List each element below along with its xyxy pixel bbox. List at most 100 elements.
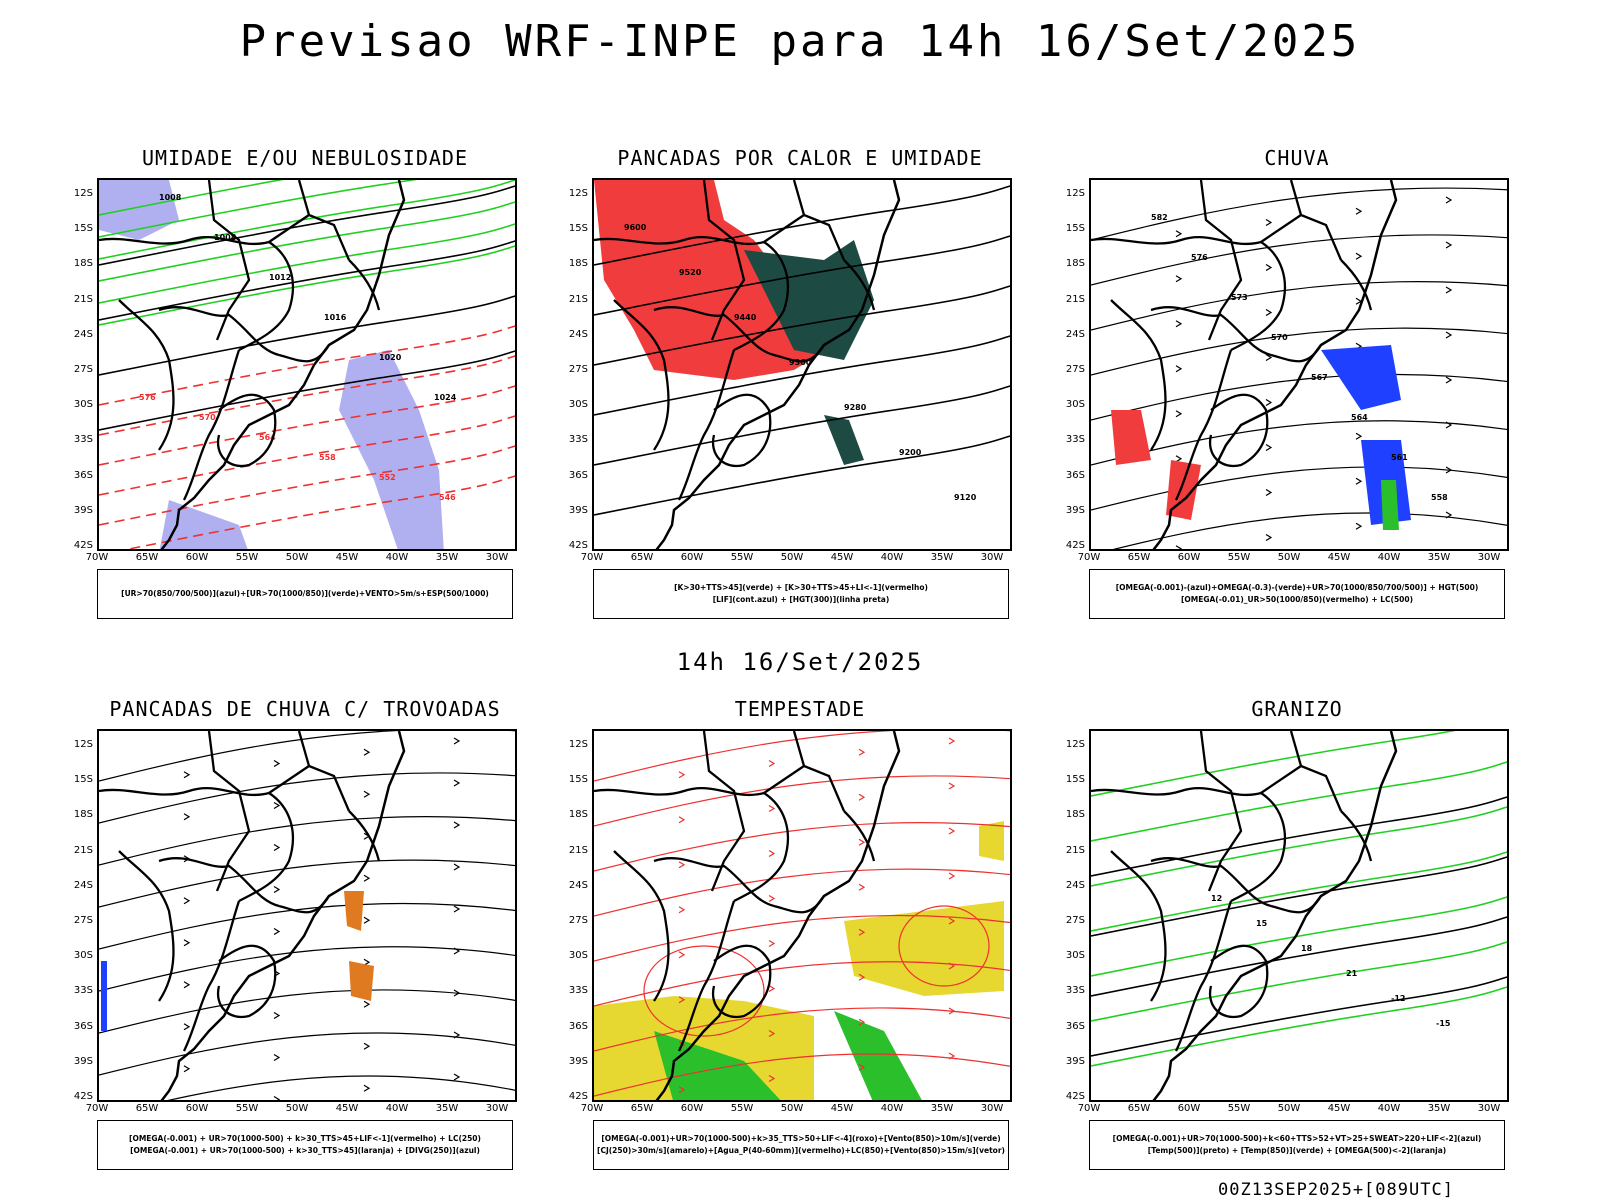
- lon-tick-label: 70W: [580, 552, 604, 563]
- streamline-arrow: [183, 981, 191, 989]
- streamline-arrow: [363, 1084, 371, 1092]
- lon-axis-labels: 70W 65W 60W 55W 50W 45W 40W 35W 30W: [581, 552, 1012, 564]
- lon-tick-label: 40W: [385, 1103, 409, 1114]
- country-border: [613, 850, 670, 1002]
- country-border: [278, 895, 330, 914]
- lon-tick-label: 60W: [680, 552, 704, 563]
- contour-label: 9120: [954, 493, 977, 502]
- thickness-contour-red: [99, 445, 515, 526]
- lon-tick-label: 30W: [485, 1103, 509, 1114]
- panel-title-tempestade: TEMPESTADE: [734, 697, 866, 721]
- lon-tick-label: 65W: [135, 1103, 159, 1114]
- lat-tick-label: 18S: [73, 809, 93, 821]
- streamline-arrow: [1265, 353, 1273, 362]
- lat-tick-label: 24S: [1065, 879, 1085, 891]
- humidity-fill-blue: [159, 500, 248, 549]
- map-svg: [594, 731, 1010, 1100]
- streamline-arrow: [948, 917, 956, 925]
- legend-umidade: [UR>70(850/700/500)](azul)+[UR>70(1000/8…: [97, 569, 513, 619]
- storm-fill-teal: [824, 415, 864, 465]
- temp500-contour: [1091, 856, 1507, 937]
- lat-tick-label: 12S: [1065, 739, 1085, 750]
- streamline-arrow: [1355, 432, 1363, 440]
- streamline-arrow: [1355, 252, 1363, 260]
- contour-label: 9280: [844, 403, 867, 412]
- country-border: [653, 306, 775, 357]
- humidity-contour-green: [99, 180, 418, 238]
- lon-axis-labels: 70W 65W 60W 55W 50W 45W 40W 35W 30W: [1078, 1103, 1509, 1115]
- country-border: [677, 900, 736, 1052]
- lat-tick-label: 42S: [1065, 1091, 1085, 1102]
- temp850-contour-green: [1091, 941, 1507, 1022]
- streamline-arrow: [948, 737, 956, 745]
- streamline-arrow: [1175, 230, 1183, 238]
- lon-tick-label: 60W: [185, 1103, 209, 1114]
- streamline-arrow: [858, 883, 866, 891]
- streamline-arrow: [273, 885, 281, 894]
- country-border: [843, 259, 876, 311]
- streamline-arrow: [948, 827, 956, 835]
- streamline: [99, 989, 515, 1034]
- lon-tick-label: 40W: [1377, 552, 1401, 563]
- lat-tick-label: 39S: [568, 1055, 588, 1067]
- lon-axis-labels: 70W 65W 60W 55W 50W 45W 40W 35W 30W: [581, 1103, 1012, 1115]
- contour-label: 564: [1351, 413, 1368, 422]
- height-contour: [594, 385, 1010, 466]
- thickness-contour-red: [99, 355, 515, 436]
- streamline-arrow: [858, 973, 866, 981]
- temp850-contour-green: [1091, 806, 1507, 887]
- streamline-arrow: [858, 748, 866, 756]
- lat-tick-label: 27S: [568, 364, 588, 375]
- legend-tempestade: [OMEGA(-0.001)+UR>70(1000-500)+k>35_TTS>…: [593, 1120, 1009, 1170]
- streamline-arrow: [363, 1042, 371, 1050]
- country-border: [711, 944, 772, 1019]
- rain-fill-green: [1381, 480, 1399, 530]
- country-border: [158, 857, 280, 908]
- streamline-arrow: [273, 1053, 281, 1062]
- contour-label: 561: [1391, 453, 1408, 462]
- streamline-arrow: [453, 821, 461, 829]
- country-border: [677, 349, 736, 501]
- lon-tick-label: 65W: [630, 1103, 654, 1114]
- jet-fill-yellow: [979, 821, 1004, 861]
- country-border: [1260, 214, 1302, 243]
- legend-trovoadas: [OMEGA(-0.001) + UR>70(1000-500) + k>30_…: [97, 1120, 513, 1170]
- streamline-arrow: [1175, 275, 1183, 283]
- lon-tick-label: 55W: [730, 552, 754, 563]
- contour-label: 558: [1431, 493, 1448, 502]
- lon-tick-label: 55W: [730, 1103, 754, 1114]
- lat-axis-labels: 12S 15S 18S 21S 24S 27S 30S 33S 36S 39S 42S: [1057, 178, 1087, 551]
- temp850-contour-green: [1091, 896, 1507, 977]
- country-border: [99, 235, 270, 246]
- pressure-contour: [99, 295, 515, 376]
- humidity-contour-green: [99, 245, 515, 326]
- streamline-arrow: [363, 916, 371, 924]
- streamline-arrow: [1175, 410, 1183, 418]
- omega-area: [1091, 731, 1136, 811]
- map-panel-umidade: 1008 1008 1012 1016 1020 1024 576 570 564 558 552 5…: [97, 178, 517, 551]
- streamline-arrow: [678, 996, 686, 1004]
- lat-tick-label: 36S: [73, 469, 93, 481]
- lat-tick-label: 12S: [73, 739, 93, 750]
- lat-tick-label: 18S: [1065, 258, 1085, 270]
- contour-label: 9600: [624, 223, 647, 232]
- streamline-arrow: [678, 861, 686, 869]
- lat-tick-label: 42S: [73, 1091, 93, 1102]
- coastline: [1152, 180, 1398, 549]
- contour-label: -15: [1436, 1019, 1451, 1028]
- lat-tick-label: 12S: [568, 739, 588, 750]
- lat-tick-label: 21S: [1065, 293, 1085, 305]
- country-border: [1174, 349, 1233, 501]
- lat-tick-label: 15S: [73, 774, 93, 786]
- lat-tick-label: 36S: [1065, 469, 1085, 481]
- lon-tick-label: 40W: [385, 552, 409, 563]
- map-svg: [99, 731, 515, 1100]
- streamline: [1091, 280, 1507, 331]
- lat-tick-label: 27S: [73, 915, 93, 926]
- lat-tick-label: 24S: [73, 328, 93, 340]
- contour-label: 1016: [324, 313, 347, 322]
- lon-tick-label: 65W: [1127, 1103, 1151, 1114]
- lat-tick-label: 12S: [568, 188, 588, 199]
- thickness-contour-red: [99, 325, 515, 406]
- lon-tick-label: 65W: [1127, 552, 1151, 563]
